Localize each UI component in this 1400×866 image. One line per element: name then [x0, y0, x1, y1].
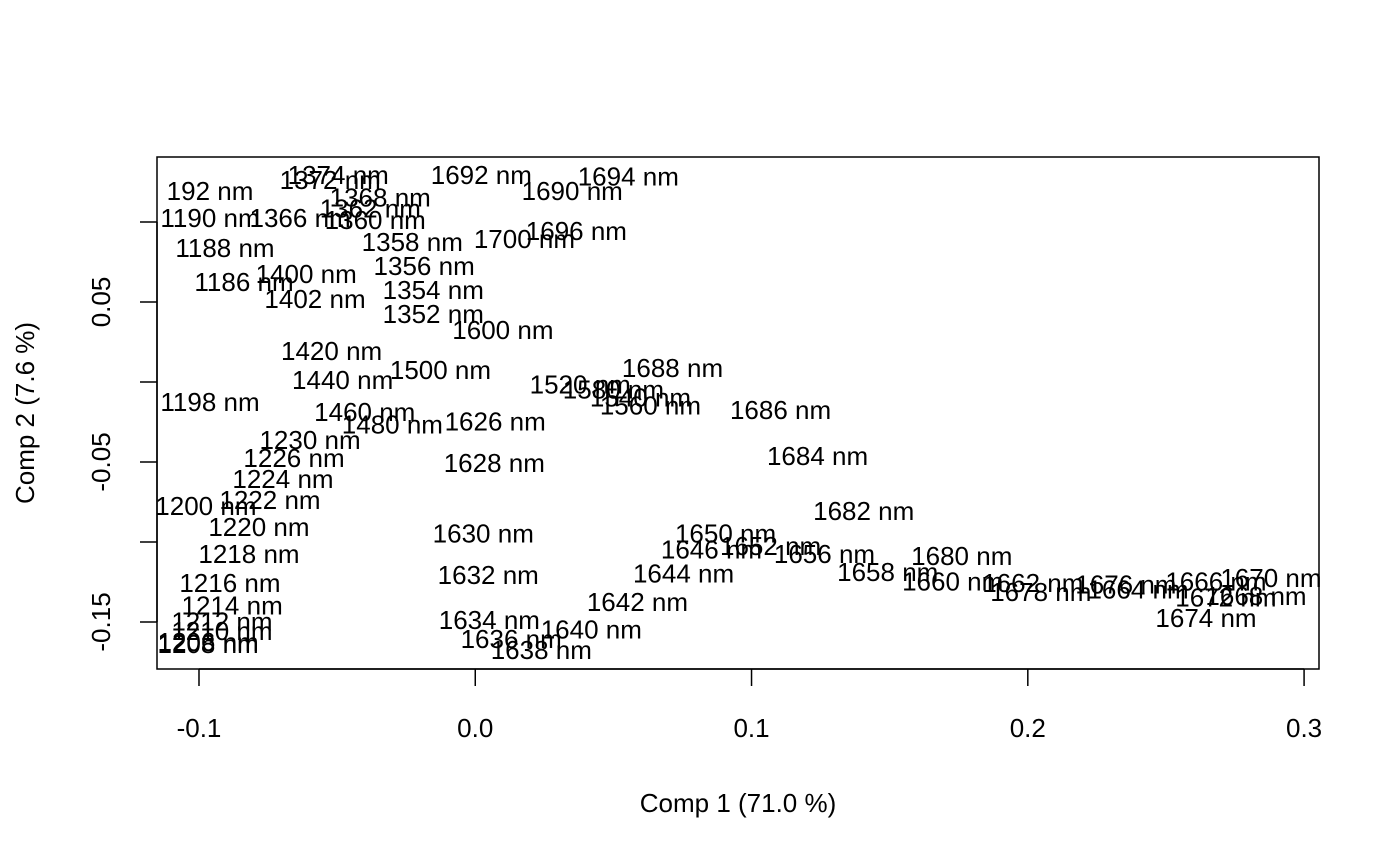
point-label: 1674 nm: [1155, 603, 1256, 633]
point-label: 1198 nm: [160, 387, 259, 417]
x-tick-label: 0.0: [457, 713, 493, 743]
point-label: 1358 nm: [362, 227, 463, 257]
point-label: 1694 nm: [578, 162, 679, 192]
x-axis-label: Comp 1 (71.0 %): [640, 788, 837, 818]
point-label: 1640 nm: [541, 614, 642, 644]
point-label: 192 nm: [167, 176, 254, 206]
point-label: 1644 nm: [633, 558, 734, 588]
y-axis-label: Comp 2 (7.6 %): [10, 322, 40, 504]
point-label: 1662 nm: [982, 568, 1083, 598]
point-label: 1352 nm: [383, 299, 484, 329]
point-label: 1372 nm: [280, 165, 381, 195]
point-label: 1630 nm: [433, 518, 534, 548]
point-label: 1652 nm: [720, 531, 821, 561]
point-label: 1646 nm: [661, 534, 762, 564]
y-tick-label: 0.05: [86, 277, 116, 328]
point-label: 1690 nm: [522, 176, 623, 206]
point-label: 1480 nm: [342, 410, 443, 440]
point-label: 1188 nm: [175, 233, 274, 263]
point-label: 1374 nm: [288, 160, 389, 190]
y-tick-label: -0.05: [86, 432, 116, 491]
point-label: 1360 nm: [325, 205, 426, 235]
point-label: 1460 nm: [314, 397, 415, 427]
point-label: 1650 nm: [675, 518, 776, 548]
point-label: 1226 nm: [243, 443, 344, 473]
point-label: 1628 nm: [444, 448, 545, 478]
point-label: 1208 nm: [158, 629, 259, 659]
point-label: 1200 nm: [155, 491, 256, 521]
point-label: 1688 nm: [622, 353, 723, 383]
point-label: 1660 nm: [902, 566, 1003, 596]
point-label: 1666 nm: [1165, 566, 1266, 596]
point-label: 1670 nm: [1220, 563, 1321, 593]
point-label: 1700 nm: [474, 224, 575, 254]
point-label: 1500 nm: [390, 355, 491, 385]
point-label: 1368 nm: [330, 182, 431, 212]
point-label: 1540 nm: [590, 382, 691, 412]
point-label: 1212 nm: [171, 606, 272, 636]
point-label: 1664 nm: [1087, 574, 1188, 604]
point-label: 1560 nm: [600, 390, 701, 420]
point-label: 1656 nm: [774, 539, 875, 569]
point-label: 1636 nm: [461, 624, 562, 654]
point-label: 1672 nm: [1175, 582, 1276, 612]
point-label: 1220 nm: [208, 512, 309, 542]
point-label: 1216 nm: [179, 568, 280, 598]
y-tick-label: -0.15: [86, 592, 116, 651]
point-label: 1682 nm: [813, 496, 914, 526]
point-label: 1366 nm: [250, 203, 351, 233]
x-tick-label: -0.1: [177, 713, 222, 743]
point-label: 1642 nm: [587, 587, 688, 617]
point-label: 1440 nm: [292, 365, 393, 395]
point-label: 1680 nm: [911, 541, 1012, 571]
point-label: 1206 nm: [158, 627, 259, 657]
point-label: 1580 nm: [563, 374, 664, 404]
point-label: 1400 nm: [256, 259, 357, 289]
point-label: 1190 nm: [160, 203, 259, 233]
point-label: 1520 nm: [530, 370, 631, 400]
point-label: 1676 nm: [1075, 570, 1176, 600]
point-label: 1696 nm: [526, 216, 627, 246]
point-label: 1638 nm: [491, 635, 592, 665]
point-label: 1600 nm: [452, 315, 553, 345]
point-label: 1356 nm: [374, 251, 475, 281]
point-label: 1692 nm: [431, 160, 532, 190]
point-label: 1222 nm: [219, 485, 320, 515]
point-label: 1658 nm: [837, 557, 938, 587]
point-label: 1632 nm: [438, 560, 539, 590]
x-tick-label: 0.2: [1010, 713, 1046, 743]
point-label: 1634 nm: [439, 605, 540, 635]
point-label: 1686 nm: [730, 395, 831, 425]
point-label: 1210 nm: [171, 616, 272, 646]
point-label: 1678 nm: [990, 577, 1091, 607]
point-label: 1218 nm: [198, 539, 299, 569]
point-label: 1224 nm: [232, 464, 333, 494]
point-label: 1230 nm: [259, 425, 360, 455]
point-label: 1362 nm: [320, 194, 421, 224]
point-label: 1214 nm: [182, 590, 283, 620]
x-tick-label: 0.1: [733, 713, 769, 743]
point-label: 1684 nm: [767, 441, 868, 471]
point-label: 1626 nm: [445, 406, 546, 436]
point-label: 1668 nm: [1205, 581, 1306, 611]
point-label: 1420 nm: [281, 336, 382, 366]
point-label: 1402 nm: [264, 284, 365, 314]
point-label: 1186 nm: [194, 267, 293, 297]
x-tick-label: 0.3: [1286, 713, 1322, 743]
point-label: 1354 nm: [383, 275, 484, 305]
